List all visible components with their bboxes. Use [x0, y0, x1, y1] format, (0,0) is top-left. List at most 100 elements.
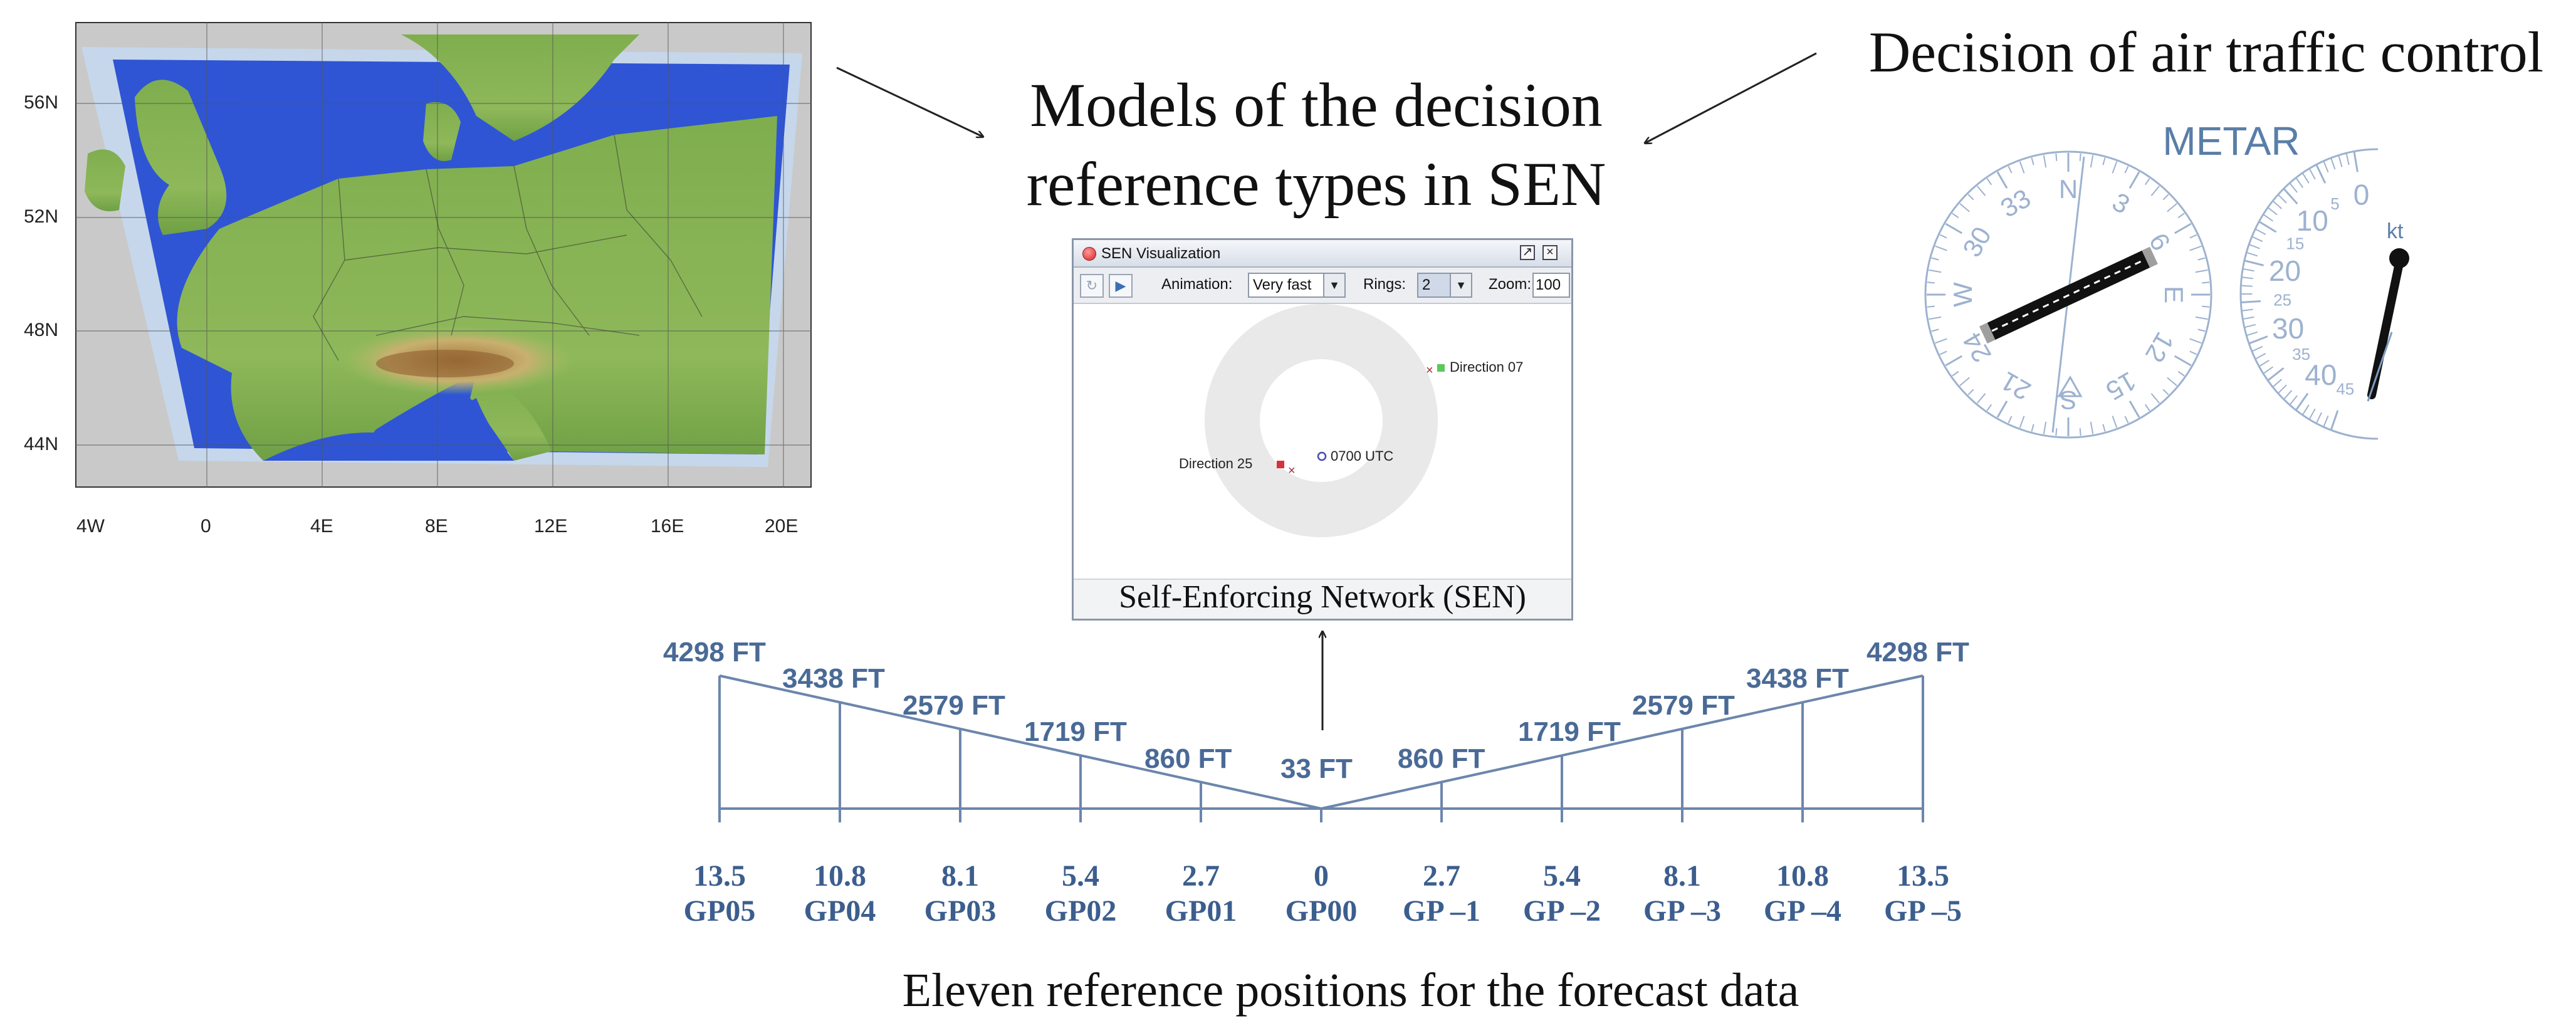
play-icon[interactable]: ▶: [1109, 274, 1133, 298]
label-direction25: Direction 25: [1179, 456, 1253, 471]
position-name-label: GP00: [1285, 894, 1358, 928]
node-direction25-marker: [1277, 461, 1284, 468]
altitude-label: 1719 FT: [1024, 716, 1127, 748]
sen-titlebar[interactable]: SEN Visualization ↗ ×: [1074, 240, 1571, 268]
wind-tick: [2323, 161, 2329, 173]
position-distance-label: 13.5: [693, 859, 746, 893]
wind-tick: [2252, 236, 2263, 243]
compass-tick: [2019, 416, 2025, 428]
compass-tick: [2090, 155, 2094, 168]
wind-tick: [2241, 300, 2261, 303]
compass-tick: [2189, 338, 2202, 344]
altitude-label: 3438 FT: [782, 663, 885, 695]
wind-tick: [2259, 221, 2277, 233]
refresh-icon[interactable]: ↻: [1080, 274, 1104, 298]
compass-tick: [2090, 421, 2094, 434]
compass-tick: [1931, 328, 1939, 332]
models-title-line1: Models of the decision: [1030, 70, 1603, 140]
rings-value: 2: [1422, 276, 1431, 293]
chevron-down-icon[interactable]: ▼: [1450, 274, 1471, 296]
zoom-field[interactable]: 100: [1532, 273, 1570, 298]
map-plot: [75, 22, 812, 488]
compass-tick: [2008, 416, 2013, 424]
compass-tick: [2102, 157, 2106, 165]
window-restore-icon[interactable]: ↗: [1520, 245, 1535, 260]
wind-tick: [2243, 268, 2254, 272]
node-time-marker: [1317, 451, 1327, 461]
compass-tick: [1927, 281, 1935, 284]
compass-label: E: [2159, 286, 2189, 303]
diagram-right-slope: [1321, 674, 1924, 810]
position-distance-label: 5.4: [1062, 859, 1099, 893]
wind-tick: [2255, 228, 2266, 235]
wind-tick: [2278, 384, 2287, 394]
compass-label: N: [2059, 174, 2078, 204]
altitude-label: 860 FT: [1398, 743, 1485, 774]
compass-tick: [2189, 234, 2197, 239]
altitude-label: 4298 FT: [663, 637, 766, 668]
compass-tick: [2162, 194, 2169, 201]
wind-tick: [2278, 194, 2287, 204]
label-time-node: 0700 UTC: [1331, 448, 1394, 464]
wind-tick: [2263, 214, 2274, 222]
position-name-label: GP –1: [1402, 894, 1480, 928]
compass-tick: [2202, 281, 2210, 284]
wind-tick: [2246, 252, 2258, 257]
sen-network-canvas[interactable]: × × Direction 07 Direction 25 0700 UTC: [1074, 304, 1571, 580]
lat-label-52n: 52N: [24, 206, 59, 227]
wind-scale-label: 25: [2273, 290, 2291, 309]
wind-scale-label: 0: [2353, 178, 2370, 211]
position-distance-label: 2.7: [1182, 859, 1220, 893]
wind-tick: [2283, 188, 2298, 205]
compass-outer-ring: [1924, 150, 2212, 439]
runway-icon: [1979, 246, 2158, 343]
lat-label-44n: 44N: [24, 434, 59, 454]
animation-value: Very fast: [1253, 276, 1312, 293]
compass-tick: [1986, 404, 1992, 411]
chevron-down-icon[interactable]: ▼: [1323, 274, 1344, 296]
compass-tick: [2174, 223, 2192, 234]
altitude-label: 33 FT: [1280, 753, 1353, 784]
compass-tick: [1929, 269, 1942, 273]
animation-select[interactable]: Very fast ▼: [1248, 273, 1346, 298]
compass-tick: [2112, 416, 2118, 428]
sen-toolbar: ↻ ▶ Animation: Very fast ▼ Rings: 2 ▼ Zo…: [1074, 268, 1571, 304]
window-close-icon[interactable]: ×: [1542, 245, 1558, 260]
wind-tick: [2338, 155, 2343, 167]
lon-label-20e: 20E: [765, 516, 798, 537]
compass-tick: [1939, 234, 1947, 239]
lat-label-56n: 56N: [24, 92, 59, 113]
wind-tick: [2268, 367, 2285, 381]
compass-tick: [1967, 389, 1974, 396]
wind-scale-label: 40: [2305, 359, 2337, 391]
compass-tick: [2189, 350, 2197, 355]
wind-scale-label: 20: [2269, 254, 2301, 287]
wind-tick: [2252, 345, 2263, 352]
arrow-map-to-models: [836, 66, 983, 137]
compass-ticks: [1927, 153, 2210, 436]
diagram-left-slope: [719, 674, 1322, 810]
wind-tick: [2309, 408, 2316, 419]
compass-tick: [1939, 350, 1947, 355]
window-close-dot-icon[interactable]: [1082, 247, 1096, 261]
sen-window-title: SEN Visualization: [1101, 245, 1221, 262]
compass-tick: [2079, 428, 2081, 436]
wind-tick: [2242, 276, 2253, 280]
compass-tick: [2195, 316, 2208, 320]
position-name-label: GP03: [924, 894, 997, 928]
rings-select[interactable]: 2 ▼: [1417, 273, 1472, 298]
map-borders: [313, 134, 703, 361]
wind-tick: [2353, 152, 2359, 172]
compass-tick: [2177, 370, 2185, 377]
compass-tick: [1945, 223, 1963, 234]
lon-label-12e: 12E: [534, 516, 568, 537]
label-direction07: Direction 07: [1450, 359, 1524, 375]
sen-visualization-window: SEN Visualization ↗ × ↻ ▶ Animation: Ver…: [1072, 238, 1573, 621]
sen-caption: Self-Enforcing Network (SEN): [1119, 579, 1526, 615]
map-land-italy: [470, 373, 552, 461]
wind-tick: [2249, 335, 2268, 345]
altitude-label: 3438 FT: [1746, 663, 1849, 695]
position-name-label: GP02: [1044, 894, 1117, 928]
